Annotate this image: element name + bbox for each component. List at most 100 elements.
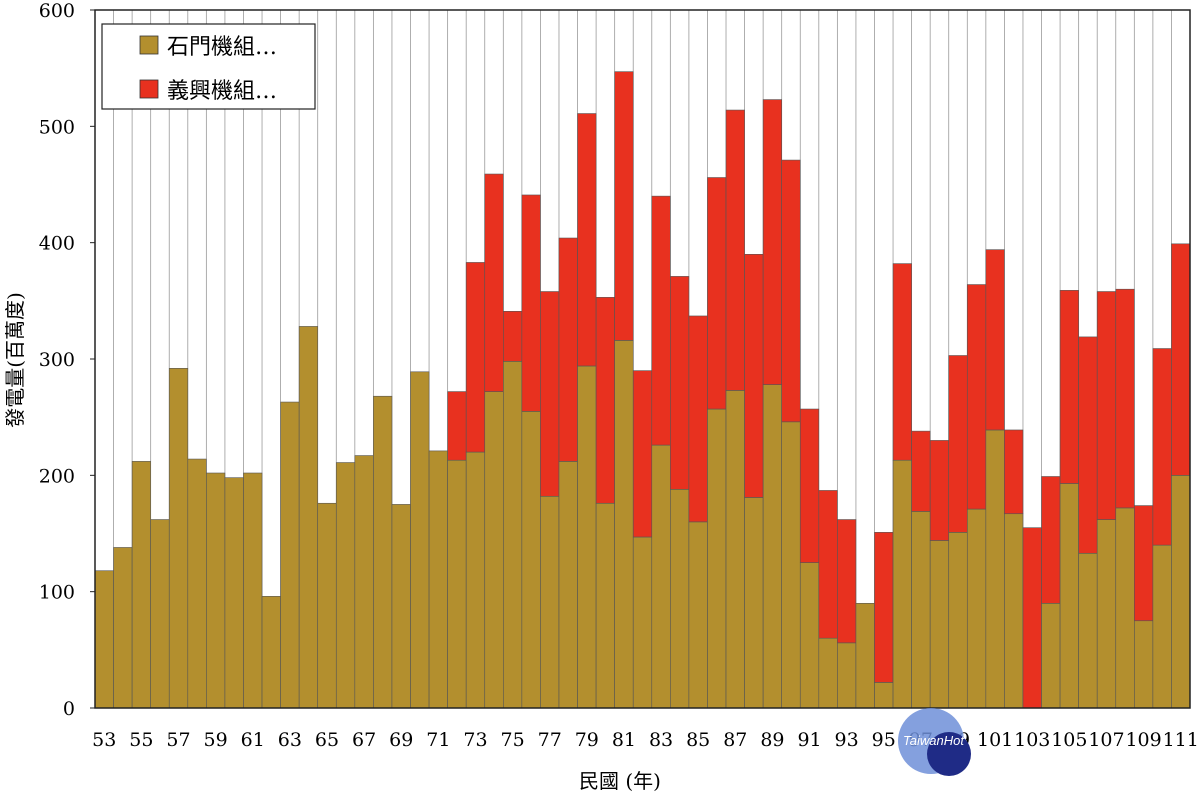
bar-yixing-95 [874, 532, 894, 683]
bar-yixing-93 [837, 519, 857, 644]
y-tick-label-0: 0 [63, 698, 75, 720]
x-tick-label-57: 57 [166, 729, 190, 751]
bar-yixing-89 [762, 99, 782, 385]
bar-shimen-57 [168, 368, 189, 709]
bar-shimen-96 [892, 459, 912, 709]
bar-shimen-78 [558, 461, 578, 709]
bar-shimen-85 [688, 521, 708, 709]
bar-shimen-75 [503, 361, 523, 709]
watermark-text: TaiwanHot [903, 733, 965, 748]
bar-shimen-56 [150, 519, 170, 709]
bar-yixing-103 [1022, 527, 1042, 709]
bar-shimen-72 [447, 459, 467, 709]
bar-yixing-82 [632, 370, 653, 538]
bar-yixing-80 [595, 297, 615, 504]
bars-group [94, 71, 1191, 709]
bar-yixing-102 [1004, 429, 1024, 515]
bar-yixing-111 [1171, 243, 1191, 476]
x-tick-label-71: 71 [426, 729, 450, 751]
x-tick-label-73: 73 [463, 729, 487, 751]
x-tick-label-95: 95 [872, 729, 896, 751]
bar-shimen-110 [1152, 544, 1172, 709]
bar-yixing-92 [818, 490, 838, 639]
bar-shimen-70 [410, 371, 430, 709]
bar-shimen-94 [855, 602, 875, 709]
y-axis-ticks: 0 100 200 300 400 500 600 [39, 0, 95, 720]
bar-shimen-111 [1171, 475, 1191, 709]
bar-yixing-96 [892, 263, 912, 461]
legend: 石門機組… 義興機組… [101, 23, 316, 110]
x-tick-label-83: 83 [649, 729, 673, 751]
x-tick-label-101: 101 [977, 729, 1013, 751]
bar-shimen-90 [781, 421, 801, 709]
bar-shimen-71 [428, 450, 448, 709]
bar-yixing-100 [966, 284, 987, 510]
bar-shimen-61 [243, 472, 263, 709]
bar-shimen-80 [595, 502, 615, 709]
bar-yixing-85 [688, 315, 708, 523]
x-tick-label-105: 105 [1051, 729, 1087, 751]
bar-yixing-74 [484, 173, 504, 392]
bar-yixing-86 [707, 177, 727, 410]
bar-yixing-73 [465, 262, 486, 453]
bar-shimen-67 [354, 455, 374, 709]
bar-shimen-64 [298, 326, 319, 709]
bar-yixing-101 [985, 249, 1005, 431]
x-tick-label-87: 87 [723, 729, 747, 751]
bar-shimen-88 [744, 497, 764, 709]
bar-yixing-99 [948, 355, 968, 533]
bar-yixing-75 [503, 311, 523, 362]
bar-shimen-102 [1004, 513, 1024, 709]
bar-shimen-91 [799, 562, 820, 709]
legend-label-shimen: 石門機組… [167, 35, 277, 60]
bar-yixing-90 [781, 159, 801, 423]
bar-shimen-86 [707, 408, 727, 709]
bar-shimen-82 [632, 536, 653, 709]
bar-yixing-91 [799, 408, 820, 563]
x-tick-label-89: 89 [760, 729, 784, 751]
y-axis-title: 發電量(百萬度) [3, 292, 27, 428]
bar-shimen-97 [911, 511, 931, 709]
y-tick-label-400: 400 [39, 233, 75, 255]
bar-shimen-87 [725, 390, 745, 709]
bar-yixing-109 [1134, 505, 1154, 622]
x-tick-label-77: 77 [538, 729, 562, 751]
x-tick-label-59: 59 [204, 729, 228, 751]
bar-shimen-63 [280, 401, 300, 709]
x-tick-label-55: 55 [129, 729, 153, 751]
bar-shimen-69 [391, 504, 411, 709]
x-tick-label-93: 93 [835, 729, 859, 751]
bar-shimen-93 [837, 642, 857, 709]
bar-shimen-105 [1059, 483, 1079, 709]
bar-shimen-89 [762, 384, 782, 709]
x-tick-label-69: 69 [389, 729, 413, 751]
bar-shimen-99 [948, 532, 968, 709]
bar-yixing-88 [744, 254, 764, 498]
x-tick-label-107: 107 [1088, 729, 1124, 751]
legend-box [101, 23, 316, 110]
bar-shimen-55 [131, 461, 151, 709]
bar-shimen-76 [521, 411, 541, 709]
bar-shimen-65 [317, 502, 337, 709]
bar-shimen-100 [966, 508, 987, 709]
bar-shimen-81 [614, 340, 634, 709]
x-tick-label-61: 61 [241, 729, 265, 751]
bar-shimen-59 [206, 472, 226, 709]
bar-yixing-78 [558, 237, 578, 462]
bar-shimen-109 [1134, 620, 1154, 709]
bar-shimen-66 [335, 462, 356, 709]
y-tick-label-300: 300 [39, 349, 75, 371]
y-tick-label-600: 600 [39, 0, 75, 22]
bar-shimen-79 [577, 365, 597, 709]
x-axis-ticks: 53 55 57 59 61 63 65 67 69 71 73 75 77 79 81 83 85 87 89 91… [92, 729, 1199, 751]
bar-yixing-104 [1041, 476, 1061, 604]
bar-yixing-98 [929, 440, 950, 541]
bar-shimen-98 [929, 540, 950, 709]
watermark-logo: TaiwanHot [898, 708, 971, 776]
x-tick-label-103: 103 [1014, 729, 1050, 751]
bar-yixing-83 [651, 195, 671, 446]
bar-shimen-83 [651, 444, 671, 709]
x-tick-label-67: 67 [352, 729, 376, 751]
x-tick-label-81: 81 [612, 729, 636, 751]
bar-shimen-53 [94, 570, 114, 709]
